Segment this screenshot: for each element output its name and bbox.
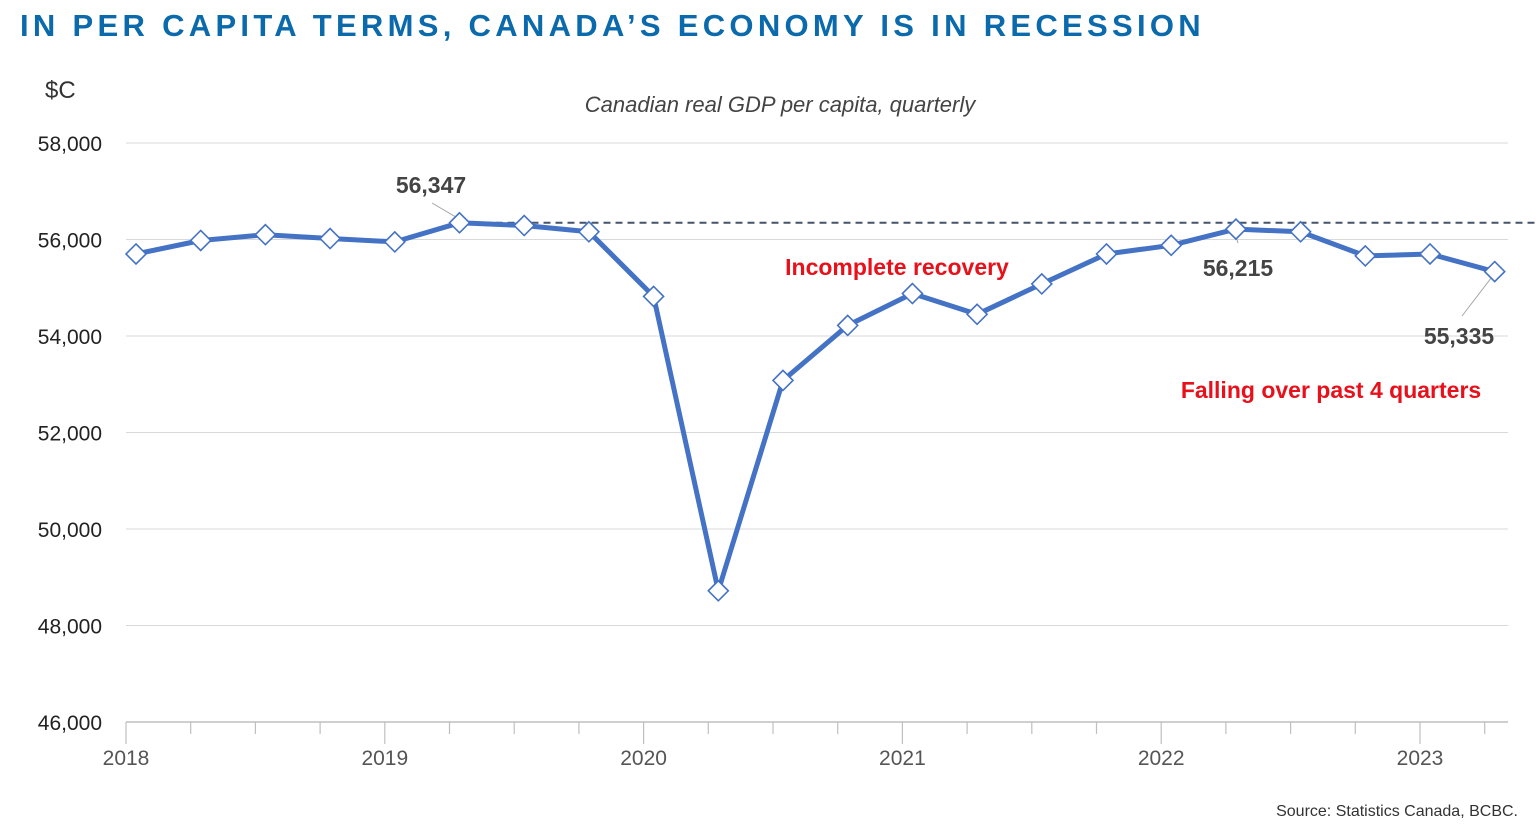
- chart-headline: IN PER CAPITA TERMS, CANADA’S ECONOMY IS…: [20, 8, 1205, 43]
- incomplete-recovery-note: Incomplete recovery: [785, 254, 1009, 280]
- recovery-peak-value-callout: 56,215: [1203, 255, 1274, 281]
- data-point-marker: [318, 227, 342, 250]
- chart-subtitle: Canadian real GDP per capita, quarterly: [585, 92, 978, 117]
- data-point-marker: [1354, 244, 1377, 268]
- data-point-marker: [1418, 242, 1442, 266]
- data-point-marker: [901, 282, 924, 305]
- x-tick-label: 2020: [620, 747, 667, 770]
- data-point-marker: [383, 230, 406, 254]
- gdp-series: [133, 220, 1498, 594]
- y-tick-label: 56,000: [38, 230, 102, 253]
- y-tick-label: 54,000: [38, 326, 102, 349]
- data-point-marker: [1160, 234, 1183, 257]
- x-tick-label: 2022: [1138, 747, 1185, 770]
- data-point-marker: [965, 303, 989, 326]
- data-point-marker: [577, 220, 601, 243]
- y-axis-unit-label: $C: [45, 77, 76, 104]
- x-tick-label: 2019: [361, 747, 408, 770]
- y-tick-label: 46,000: [38, 712, 102, 735]
- data-point-marker: [189, 229, 212, 252]
- data-point-marker: [448, 211, 471, 234]
- source-note: Source: Statistics Canada, BCBC.: [1276, 803, 1518, 820]
- y-tick-label: 58,000: [38, 133, 102, 156]
- data-point-marker: [771, 369, 795, 392]
- gdp-series-line: [133, 220, 1498, 594]
- gridlines: [126, 142, 1508, 626]
- axes: 46,000 48,000 50,000 52,000 54,000 56,000 58,0…: [38, 133, 1508, 770]
- latest-value-callout: 55,335: [1424, 323, 1495, 349]
- latest-callout-leader: [1461, 278, 1492, 317]
- peak-callout-leader: [431, 202, 456, 218]
- y-tick-label: 50,000: [38, 519, 102, 542]
- data-point-marker: [707, 579, 730, 602]
- x-tick-label: 2023: [1397, 747, 1444, 770]
- data-point-marker: [1289, 220, 1312, 243]
- data-point-marker: [1483, 260, 1506, 283]
- peak-value-callout: 56,347: [396, 172, 466, 198]
- gdp-markers: [124, 211, 1506, 602]
- y-tick-label: 48,000: [38, 616, 102, 639]
- data-point-marker: [1095, 242, 1118, 266]
- data-point-marker: [642, 285, 665, 308]
- x-tick-label: 2021: [879, 747, 926, 770]
- x-tick-label: 2018: [103, 747, 150, 770]
- y-tick-label: 52,000: [38, 423, 102, 446]
- data-point-marker: [254, 223, 277, 246]
- data-point-marker: [1030, 272, 1053, 296]
- data-point-marker: [124, 242, 148, 266]
- data-point-marker: [1224, 217, 1248, 241]
- data-point-marker: [513, 214, 536, 237]
- data-point-marker: [836, 314, 859, 337]
- falling-quarters-note: Falling over past 4 quarters: [1181, 377, 1481, 403]
